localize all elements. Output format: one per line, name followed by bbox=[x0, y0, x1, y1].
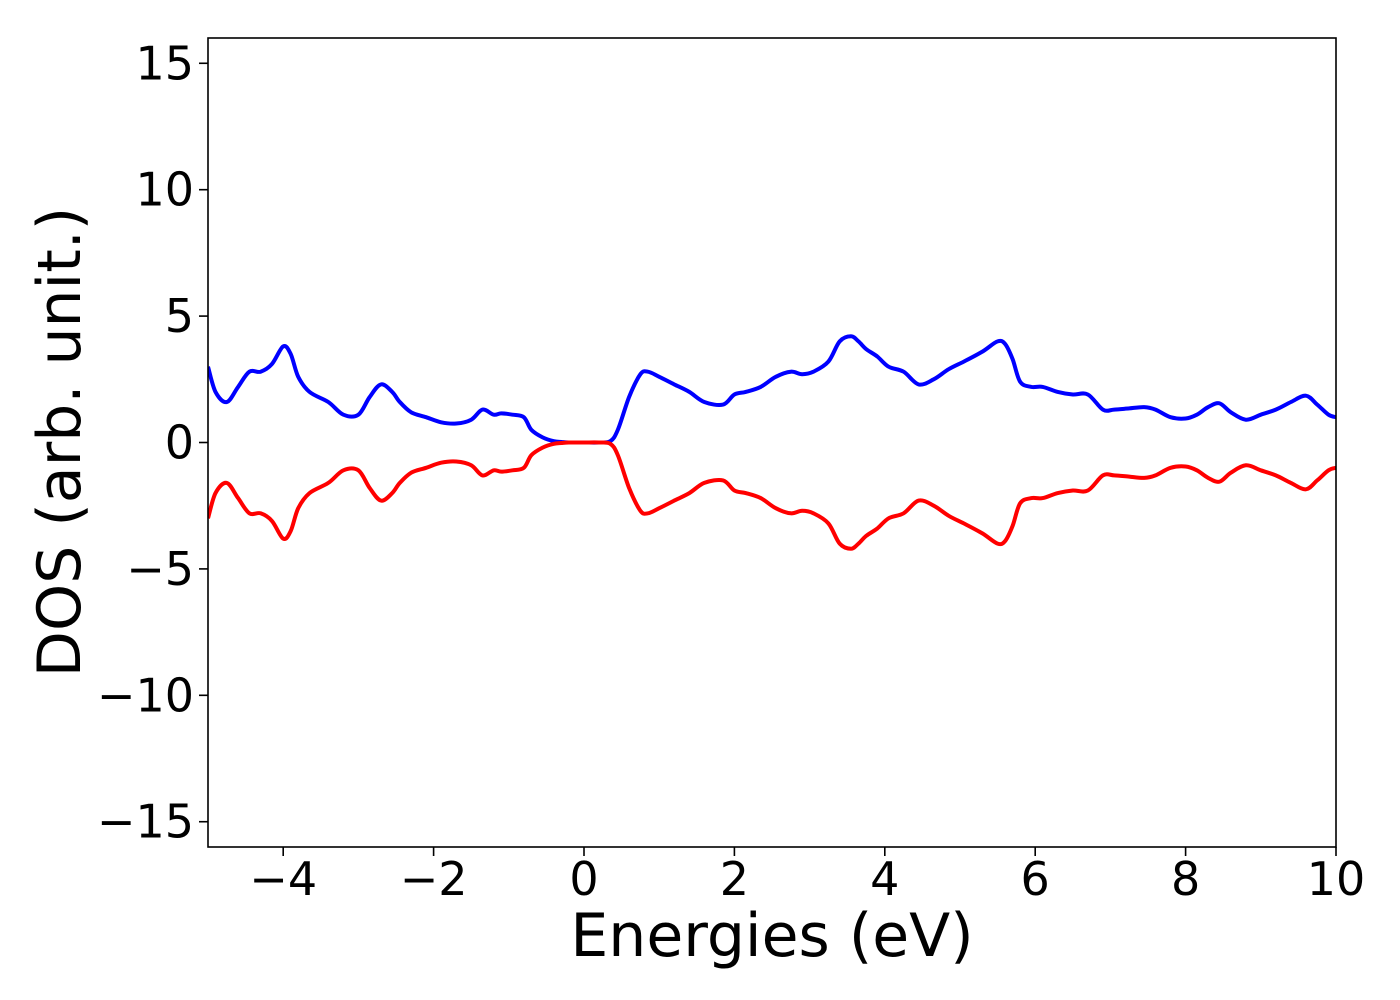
dos-series-line-1 bbox=[208, 334, 1336, 445]
x-axis-label: Energies (eV) bbox=[570, 901, 973, 971]
y-tick-label: 0 bbox=[165, 416, 194, 470]
y-tick-label: −15 bbox=[97, 795, 194, 849]
y-tick-label: −10 bbox=[97, 668, 194, 722]
x-tick-label: −2 bbox=[400, 852, 468, 906]
y-tick-label: 15 bbox=[135, 36, 194, 90]
x-tick-label: −4 bbox=[249, 852, 317, 906]
x-tick-label: 2 bbox=[720, 852, 749, 906]
y-tick-label: 5 bbox=[165, 289, 194, 343]
plot-background bbox=[208, 38, 1336, 847]
x-tick-label: 0 bbox=[569, 852, 598, 906]
x-tick-label: 8 bbox=[1171, 852, 1200, 906]
y-axis-ticks: −15 −10 −5 0 5 10 15 bbox=[97, 36, 208, 849]
x-tick-label: 4 bbox=[870, 852, 899, 906]
x-axis-ticks: −4 −2 0 2 4 6 8 10 bbox=[249, 847, 1365, 906]
x-tick-label: 6 bbox=[1021, 852, 1050, 906]
series-layer bbox=[208, 334, 1336, 551]
y-tick-label: 10 bbox=[135, 163, 194, 217]
x-tick-label: 10 bbox=[1307, 852, 1366, 906]
y-tick-label: −5 bbox=[126, 542, 194, 596]
y-axis-label: DOS (arb. unit.) bbox=[25, 207, 95, 677]
dos-series-line-2 bbox=[208, 440, 1336, 551]
